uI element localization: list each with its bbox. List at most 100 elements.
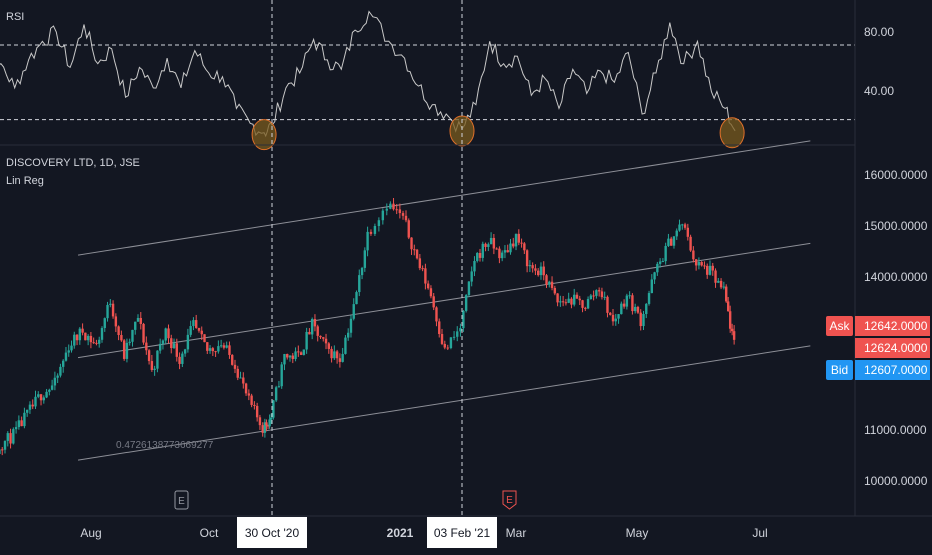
candle (283, 353, 286, 371)
price-tick: 11000.0000 (864, 423, 927, 437)
candle (59, 363, 62, 378)
candle (678, 219, 681, 232)
candle (20, 416, 23, 427)
candle (3, 440, 7, 454)
bid-tag[interactable] (826, 360, 853, 380)
candle (183, 348, 187, 357)
bid-value: 12607.0000 (864, 363, 928, 377)
price-tick: 15000.0000 (864, 219, 928, 233)
candle (120, 330, 123, 342)
candle (545, 273, 548, 288)
candle (592, 290, 595, 301)
candle (206, 342, 209, 354)
candle (567, 292, 570, 304)
candle (106, 301, 109, 322)
candle (280, 362, 283, 389)
candle (717, 277, 720, 284)
indicator-title: Lin Reg (6, 175, 44, 187)
candle (534, 264, 537, 276)
candle (686, 223, 690, 241)
candle (34, 390, 37, 410)
candle (586, 296, 590, 310)
candle (42, 395, 46, 404)
candle (542, 261, 545, 281)
candle (478, 248, 482, 262)
ask-label: Ask (829, 319, 850, 333)
candle (421, 265, 424, 272)
candle (620, 301, 623, 315)
candle (277, 380, 281, 388)
candle (595, 289, 598, 299)
candle (208, 345, 212, 354)
candle (268, 414, 271, 429)
candle (606, 295, 609, 318)
candle (438, 318, 441, 338)
candle (86, 334, 90, 346)
candle (194, 314, 198, 329)
candle (597, 287, 601, 297)
bid-label: Bid (831, 363, 848, 377)
candle (645, 303, 648, 319)
candle (407, 218, 410, 240)
ask-tag[interactable] (826, 316, 853, 336)
candle (689, 234, 692, 252)
candle (366, 226, 369, 257)
candle (487, 242, 490, 252)
candle (385, 203, 388, 216)
candle (294, 347, 297, 362)
last-price-tag (855, 338, 930, 358)
candle (512, 237, 515, 249)
candle (603, 291, 606, 301)
candle (410, 237, 413, 255)
candle (172, 338, 176, 350)
ask-price-tag (855, 316, 930, 336)
price-axis[interactable]: 80.00 40.00 16000.0000 15000.0000 14000.… (826, 0, 930, 516)
time-axis[interactable]: Aug Oct 2021 Mar May Jul 30 Oct '20 03 F… (0, 515, 932, 548)
rsi-pane[interactable]: RSI (0, 10, 855, 151)
candle (92, 337, 95, 344)
price-tick: 10000.0000 (864, 474, 928, 488)
candle (274, 385, 278, 403)
candle (270, 413, 273, 424)
earnings-marker[interactable]: E (174, 490, 189, 510)
candle (719, 278, 723, 290)
candle (647, 290, 651, 306)
candle (45, 388, 48, 399)
candle (341, 347, 344, 363)
earnings-marker-upcoming[interactable]: E (502, 490, 517, 510)
rsi-oversold-marker (719, 117, 745, 149)
price-pane[interactable]: DISCOVERY LTD, 1D, JSE Lin Reg 0.4726138… (0, 140, 811, 484)
candle (578, 295, 581, 306)
candle (70, 340, 73, 353)
candle (476, 252, 479, 263)
candle (161, 339, 165, 350)
candle (324, 333, 328, 350)
time-label: Oct (200, 526, 219, 540)
candle (656, 261, 659, 276)
candle (330, 346, 333, 363)
candle (222, 342, 226, 350)
candle (50, 379, 54, 391)
candle (492, 234, 496, 255)
candle (658, 258, 662, 268)
candle (667, 233, 670, 247)
candle (335, 349, 339, 364)
candle (217, 340, 220, 354)
candle (573, 288, 576, 307)
candle (584, 306, 587, 312)
bid-price-tag (855, 360, 930, 380)
candle (266, 424, 270, 430)
candle (550, 276, 554, 291)
candle (253, 401, 256, 410)
candle (711, 262, 714, 276)
candle (67, 344, 70, 357)
candle (103, 317, 106, 332)
regression-value-label: 0.4726138773669277 (116, 440, 214, 451)
candle (139, 312, 142, 330)
candle (498, 246, 501, 264)
candle (653, 271, 656, 284)
candle (462, 310, 465, 332)
candle (0, 449, 1, 454)
